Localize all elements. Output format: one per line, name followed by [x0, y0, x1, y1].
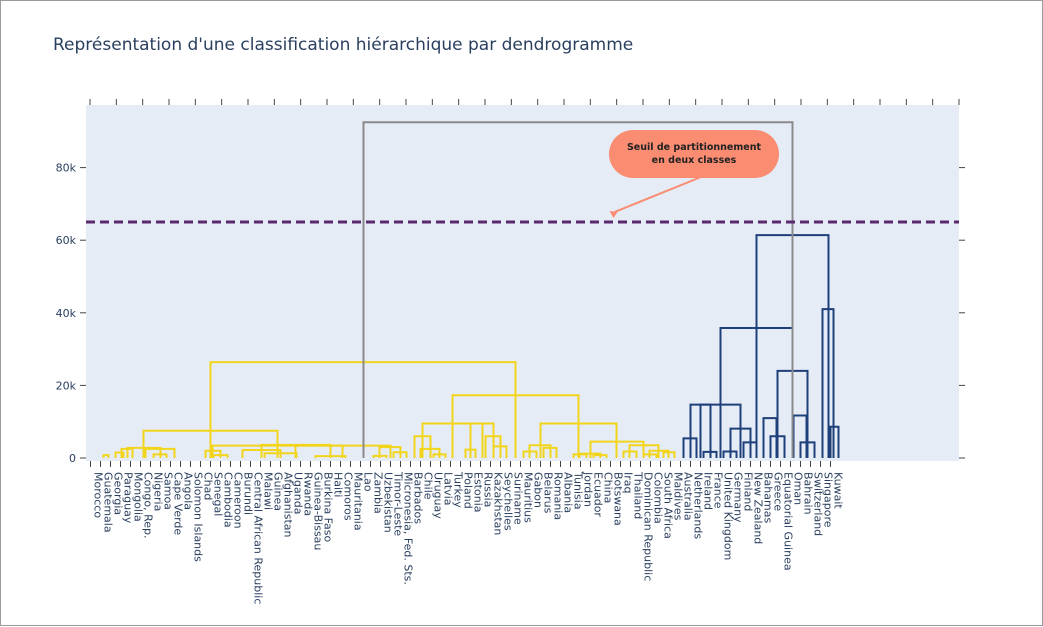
y-tick-label: 20k [56, 379, 77, 392]
leaf-label: Zambia [372, 472, 385, 514]
leaf-label: Finland [742, 472, 755, 511]
leaf-label: Iraq [622, 472, 635, 494]
leaf-label: China [602, 472, 615, 503]
leaf-label: Australia [682, 472, 695, 521]
leaf-label: Tunisia [572, 471, 585, 510]
leaf-label: Mauritius [522, 472, 535, 523]
leaf-label: Nigeria [152, 472, 165, 511]
leaf-label: Congo, Rep. [142, 472, 155, 538]
leaf-label: Germany [732, 472, 745, 523]
leaf-label: Latvia [442, 472, 455, 506]
leaf-label: Uruguay [432, 472, 445, 519]
leaf-label: Mongolia [132, 472, 145, 522]
leaf-label: France [712, 472, 725, 509]
leaf-label: Central African Republic [252, 472, 265, 604]
y-tick-label: 60k [56, 234, 77, 247]
leaf-label: Switzerland [812, 472, 825, 536]
leaf-label: Rwanda [302, 472, 315, 516]
leaf-label: Georgia [112, 472, 125, 515]
dendrogram-link [362, 121, 794, 458]
leaf-label: Guatemala [102, 472, 115, 533]
leaf-label: Solomon Islands [192, 472, 205, 562]
annotation-arrow-line [614, 176, 702, 213]
leaf-label: Lao [362, 472, 375, 492]
plot-area [86, 105, 959, 461]
leaf-label: United Kingdom [722, 472, 735, 560]
leaf-label: Bahamas [762, 472, 775, 523]
annotation-text: Seuil de partitionnement [627, 142, 762, 153]
leaf-label: Malawi [262, 472, 275, 510]
leaf-label: Belarus [542, 472, 555, 514]
leaf-label: Mauritania [352, 472, 365, 531]
leaf-label: Uzbekistan [382, 472, 395, 533]
chart-title: Représentation d'une classification hiér… [53, 35, 634, 55]
y-tick-label: 80k [56, 162, 77, 175]
leaf-label: Suriname [512, 472, 525, 525]
leaf-label: Uganda [292, 472, 305, 514]
leaf-label: Comoros [342, 472, 355, 521]
leaf-label: Timor-Leste [392, 471, 405, 536]
dendrogram-link [102, 454, 110, 458]
leaf-label: Cambodia [222, 472, 235, 528]
dendrogram-link [829, 425, 840, 458]
dendrogram-link [114, 451, 125, 458]
leaf-label: New Zealand [752, 472, 765, 544]
y-tick-label: 0 [69, 452, 76, 465]
leaf-label: Burundi [242, 472, 255, 515]
annotation-arrowhead [609, 211, 618, 219]
leaf-label: Greece [772, 472, 785, 511]
leaf-label: Maldives [672, 472, 685, 521]
annotation-bubble [609, 130, 779, 178]
leaf-label: Guinea [272, 472, 285, 511]
leaf-label: Botswana [612, 472, 625, 526]
leaf-label: Angola [182, 472, 195, 510]
leaf-label: Turkey [452, 471, 465, 508]
leaf-label: Thailand [632, 471, 645, 519]
leaf-label: South Africa [662, 472, 675, 539]
leaf-label: Poland [462, 472, 475, 509]
leaf-label: Romania [552, 472, 565, 520]
leaf-label: Dominican Republic [642, 472, 655, 581]
leaf-label: Paraguay [122, 472, 135, 524]
leaf-label: Guinea-Bissau [312, 472, 325, 550]
leaf-label: Gabon [532, 472, 545, 508]
annotation-text: en deux classes [652, 155, 737, 166]
leaf-label: Cameroon [232, 472, 245, 529]
leaf-label: Estonia [472, 472, 485, 513]
leaf-label: Senegal [212, 472, 225, 516]
leaf-label: Haiti [332, 472, 345, 497]
leaf-label: Cape Verde [172, 472, 185, 535]
leaf-label: Netherlands [692, 472, 705, 539]
leaf-label: Chad [202, 472, 215, 500]
leaf-label: Kuwait [832, 472, 845, 509]
leaf-label: Russia [482, 472, 495, 507]
leaf-label: Oman [792, 472, 805, 505]
leaf-label: Ecuador [592, 472, 605, 517]
y-tick-label: 40k [56, 307, 77, 320]
leaf-label: Kazakhstan [492, 472, 505, 535]
leaf-label: Afghanistan [282, 472, 295, 538]
leaf-label: Singapore [822, 472, 835, 528]
leaf-label: Micronesia, Fed. Sts. [402, 472, 415, 585]
leaf-label: Bahrain [802, 472, 815, 515]
leaf-label: Chile [422, 472, 435, 500]
leaf-label: Barbados [412, 472, 425, 524]
leaf-label: Samoa [162, 472, 175, 510]
leaf-label: Morocco [92, 472, 105, 518]
leaf-label: Burkina Faso [322, 472, 335, 542]
leaf-label: Jordan [582, 471, 595, 507]
leaf-label: Ireland [702, 472, 715, 510]
leaf-label: Colombia [652, 472, 665, 524]
leaf-label: Seychelles [502, 472, 515, 531]
leaf-label: Equatorial Guinea [782, 472, 795, 571]
leaf-label: Albania [562, 472, 575, 513]
